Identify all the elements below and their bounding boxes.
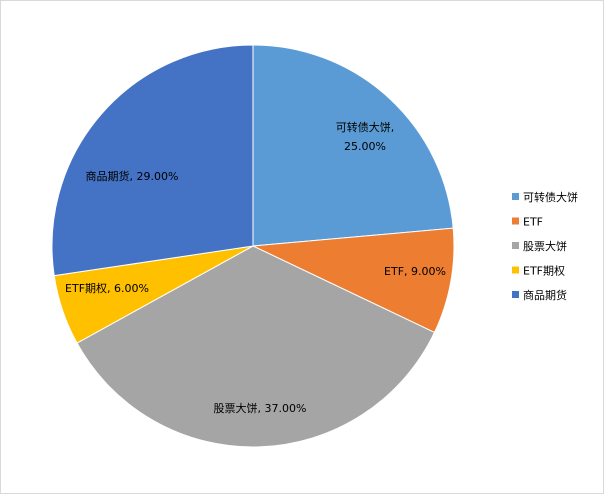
legend-label: ETF期权 [523,265,565,278]
legend-swatch [512,291,519,298]
pie-slice-4 [51,44,254,277]
legend-label: 股票大饼 [523,239,567,253]
data-label: ETF期权, 6.00% [65,282,149,295]
data-label: 股票大饼, 37.00% [214,401,307,415]
data-label: 商品期货, 29.00% [86,169,179,183]
legend-label: 商品期货 [523,288,567,302]
pie-slice-2 [76,245,436,448]
legend-label: 可转债大饼 [523,190,578,204]
legend-swatch [512,242,519,249]
legend-label: ETF [523,216,543,229]
legend-swatch [512,193,519,200]
pie-slice-0 [252,44,454,247]
legend-swatch [512,217,519,225]
data-label: ETF, 9.00% [384,265,446,278]
legend-swatch [512,266,519,274]
data-label: 可转债大饼, 25.00% [336,120,395,153]
pie-slice-1 [251,227,455,334]
